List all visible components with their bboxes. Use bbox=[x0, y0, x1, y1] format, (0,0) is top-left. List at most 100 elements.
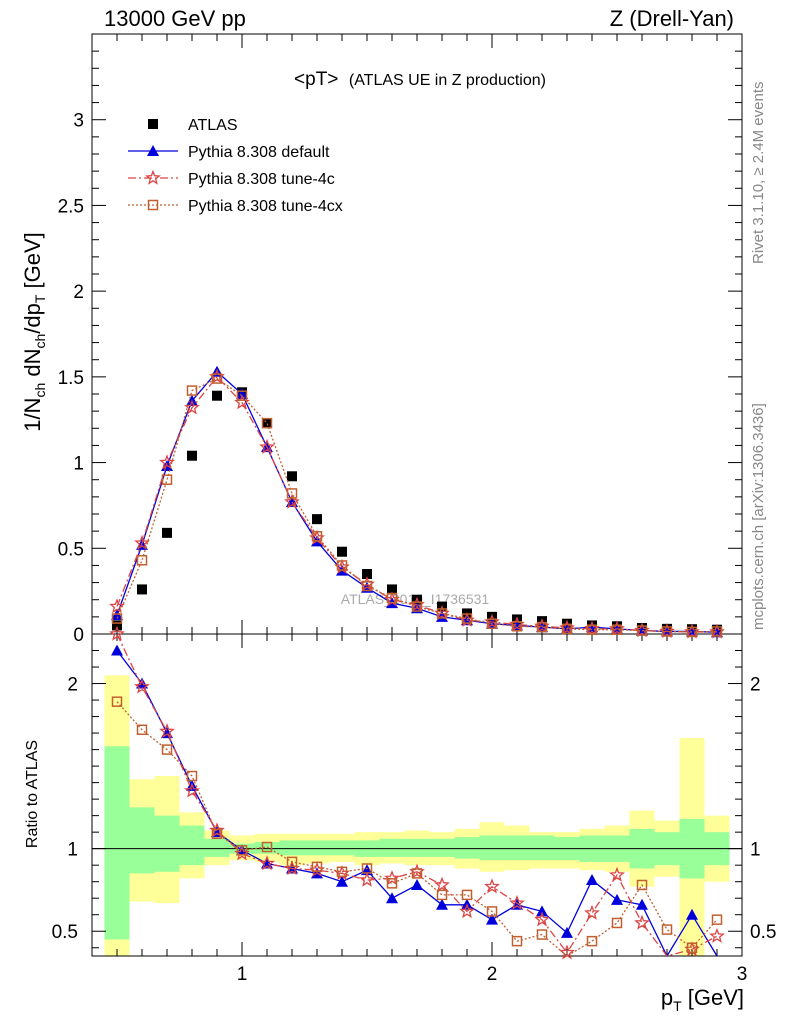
y-tick-label: 1.5 bbox=[58, 368, 84, 389]
ratio-data-point bbox=[386, 878, 398, 889]
ratio-data-point bbox=[384, 870, 400, 886]
ratio-data-point bbox=[134, 678, 150, 694]
data-point bbox=[361, 580, 373, 592]
data-point bbox=[436, 608, 448, 619]
side-text-top: Rivet 3.1.10, ≥ 2.4M events bbox=[750, 82, 767, 265]
data-point bbox=[111, 613, 123, 624]
ratio-data-point bbox=[286, 856, 298, 868]
ratio-data-point bbox=[436, 889, 448, 901]
data-point bbox=[411, 601, 423, 612]
ratio-data-point bbox=[484, 878, 500, 894]
data-point bbox=[211, 373, 223, 384]
ratio-band-green bbox=[404, 838, 430, 857]
ratio-data-point bbox=[534, 911, 550, 927]
data-point bbox=[486, 618, 498, 629]
data-point bbox=[136, 555, 148, 566]
header-left: 13000 GeV pp bbox=[104, 6, 246, 31]
data-point bbox=[711, 626, 723, 637]
ratio-uncertainty-bands bbox=[104, 675, 730, 956]
ratio-data-point bbox=[411, 868, 423, 879]
ratio-y-tick-label-right: 1 bbox=[750, 840, 761, 861]
data-point bbox=[561, 623, 573, 635]
ratio-data-point bbox=[611, 893, 623, 905]
series-line bbox=[116, 377, 718, 633]
ratio-data-point bbox=[511, 935, 523, 947]
xlabel-p: p bbox=[661, 985, 673, 1010]
data-point bbox=[312, 514, 322, 525]
data-point bbox=[362, 569, 372, 579]
ratio-data-point bbox=[536, 929, 548, 940]
ratio-band-green bbox=[504, 835, 530, 861]
ratio-data-point bbox=[636, 879, 648, 891]
ylabel-sub-ch2: ch bbox=[32, 334, 48, 349]
ratio-band-green bbox=[204, 838, 230, 857]
data-point bbox=[284, 493, 300, 509]
ratio-data-point bbox=[159, 723, 175, 739]
y-tick-label: 0 bbox=[73, 625, 84, 646]
data-point bbox=[661, 626, 673, 637]
ratio-data-point bbox=[584, 904, 600, 920]
ratio-data-point bbox=[109, 625, 125, 641]
ratio-data-point bbox=[561, 926, 573, 938]
legend-marker bbox=[147, 199, 159, 211]
data-point bbox=[162, 527, 172, 538]
data-point bbox=[259, 438, 275, 454]
ratio-y-tick-label: 0.5 bbox=[52, 922, 78, 943]
data-point bbox=[686, 626, 698, 638]
ratio-data-point bbox=[184, 782, 200, 798]
data-point bbox=[536, 621, 548, 633]
ratio-data-point bbox=[636, 898, 648, 910]
ratio-band-green bbox=[454, 837, 480, 859]
data-point bbox=[311, 531, 323, 542]
ratio-data-point bbox=[161, 744, 173, 755]
ratio-data-point bbox=[436, 898, 448, 910]
ratio-data-point bbox=[259, 855, 275, 871]
data-point bbox=[236, 388, 248, 399]
ratio-data-point bbox=[136, 724, 148, 736]
data-point bbox=[261, 417, 273, 429]
ratio-y-tick-label-right: 0.5 bbox=[750, 922, 776, 943]
ratio-data-point bbox=[486, 913, 498, 925]
plot-title-sub: (ATLAS UE in Z production) bbox=[349, 72, 546, 89]
ratio-y-tick-label: 2 bbox=[67, 675, 78, 696]
data-point bbox=[134, 534, 150, 550]
data-point bbox=[461, 613, 473, 624]
ratio-y-tick-label: 1 bbox=[67, 840, 78, 861]
ratio-data-point bbox=[236, 845, 248, 856]
ratio-y-tick-label-right: 2 bbox=[750, 675, 761, 696]
data-point bbox=[262, 418, 272, 429]
ratio-data-point bbox=[634, 914, 650, 930]
ylabel-part-1: 1/N bbox=[20, 398, 45, 432]
ratio-series-line bbox=[116, 650, 718, 958]
data-point bbox=[109, 598, 125, 614]
ratio-data-point bbox=[559, 944, 575, 960]
ylabel-part-3: /dp bbox=[20, 303, 45, 334]
legend-entry-label: ATLAS bbox=[188, 117, 238, 134]
ratio-data-point bbox=[336, 866, 348, 878]
data-point bbox=[286, 488, 298, 499]
ylabel-sub-t: T bbox=[32, 294, 48, 303]
x-tick-label: 2 bbox=[487, 964, 498, 985]
ratio-data-point bbox=[486, 906, 498, 917]
data-point bbox=[212, 390, 222, 401]
data-point bbox=[336, 560, 348, 571]
ratio-band-green bbox=[154, 815, 180, 872]
ratio-data-point bbox=[211, 828, 223, 840]
ratio-data-point bbox=[359, 871, 375, 887]
data-point bbox=[636, 625, 648, 636]
data-point bbox=[386, 592, 398, 604]
ratio-data-point bbox=[461, 889, 473, 901]
ylabel-sub-ch: ch bbox=[32, 383, 48, 398]
ratio-data-point bbox=[111, 644, 123, 656]
ratio-band-green bbox=[254, 842, 280, 854]
ratio-data-point bbox=[136, 677, 148, 689]
ratio-data-point bbox=[709, 927, 725, 943]
legend-marker bbox=[147, 145, 159, 156]
data-point bbox=[287, 471, 297, 482]
main-y-axis-label: 1/Nch dNch/dpT [GeV] bbox=[20, 232, 48, 432]
ratio-band-green bbox=[279, 840, 305, 856]
main-series bbox=[109, 365, 725, 639]
ratio-data-point bbox=[686, 908, 698, 920]
data-point bbox=[161, 474, 173, 485]
